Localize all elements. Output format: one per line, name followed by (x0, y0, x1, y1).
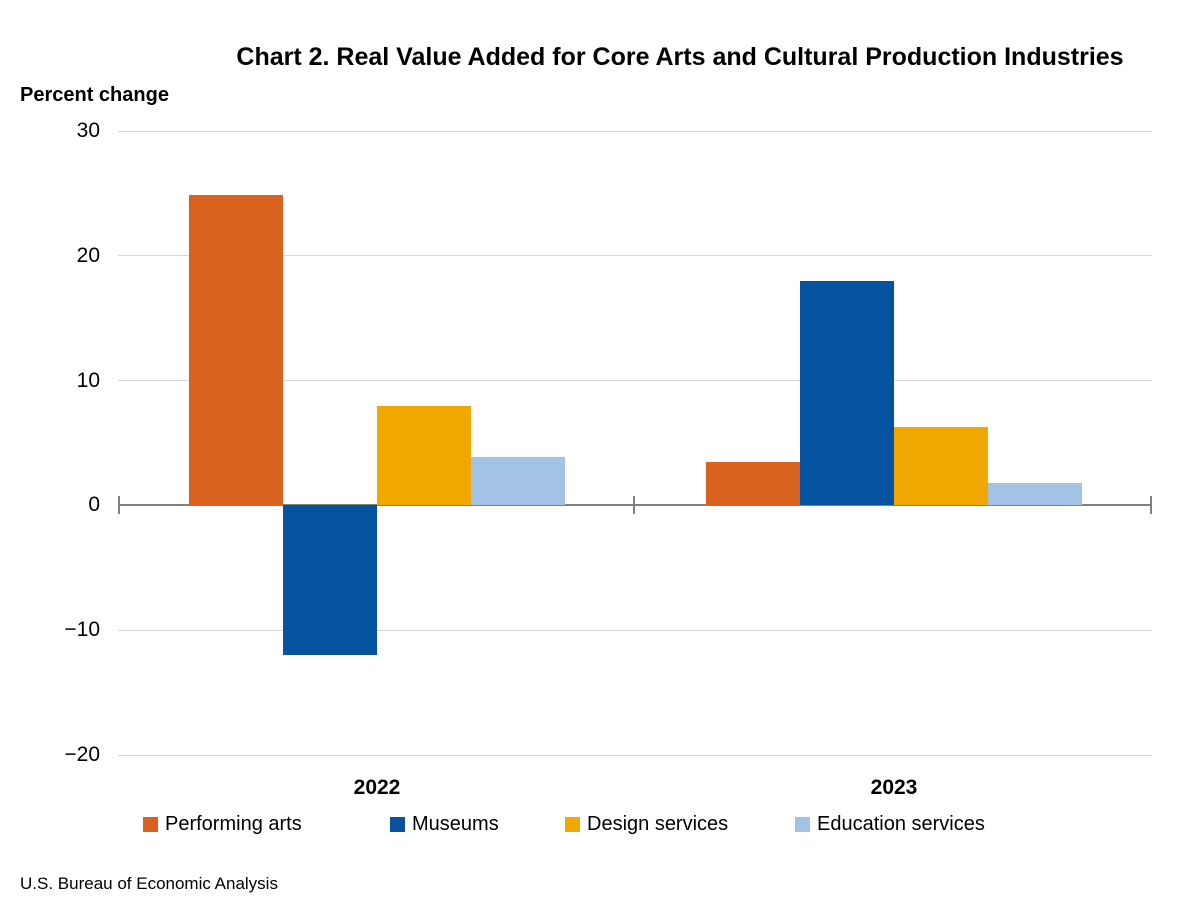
bar-2023-education-services (988, 482, 1082, 506)
plot-area (118, 130, 1152, 756)
legend-label-design-services: Design services (587, 813, 729, 835)
x-axis-tick-1 (633, 496, 635, 515)
gridline--20 (118, 754, 1152, 756)
legend-swatch-museums-icon (390, 817, 405, 832)
bar-2022-performing-arts (189, 194, 283, 506)
legend-label-performing-arts: Performing arts (165, 813, 302, 835)
bar-2023-design-services (894, 426, 988, 506)
legend-item-design-services: Design services (565, 813, 728, 836)
bar-2022-museums (283, 505, 377, 656)
y-axis-tick-label-30: 30 (76, 119, 100, 142)
bar-2023-museums (800, 280, 894, 506)
bar-2022-education-services (471, 456, 565, 506)
y-axis-title: Percent change (20, 84, 169, 106)
x-category-label-2022: 2022 (353, 776, 401, 799)
legend-item-education-services: Education services (795, 813, 985, 836)
legend-item-museums: Museums (390, 813, 499, 836)
legend-label-museums: Museums (412, 813, 499, 835)
gridline--10 (118, 629, 1152, 631)
chart-title: Chart 2. Real Value Added for Core Arts … (236, 43, 1124, 71)
x-category-label-2023: 2023 (870, 776, 918, 799)
bar-2022-design-services (377, 405, 471, 506)
y-axis-tick-label--10: −10 (64, 618, 100, 642)
legend-swatch-performing-arts-icon (143, 817, 158, 832)
y-axis-tick-label-10: 10 (76, 368, 100, 392)
x-axis-line (118, 504, 1152, 507)
legend-item-performing-arts: Performing arts (143, 813, 302, 836)
bar-2023-performing-arts (706, 461, 800, 506)
legend-swatch-design-services-icon (565, 817, 580, 832)
x-axis-tick-0 (118, 496, 120, 515)
gridline-20 (118, 255, 1152, 257)
y-axis-tick-label-0: 0 (88, 493, 100, 517)
y-axis-tick-label--20: −20 (64, 743, 100, 766)
legend-swatch-education-services-icon (795, 817, 810, 832)
gridline-30 (118, 130, 1152, 132)
y-axis-tick-label-20: 20 (76, 243, 100, 267)
source-attribution: U.S. Bureau of Economic Analysis (20, 874, 278, 893)
x-axis-tick-2 (1150, 496, 1152, 515)
legend-label-education-services: Education services (817, 813, 985, 835)
gridline-10 (118, 380, 1152, 382)
